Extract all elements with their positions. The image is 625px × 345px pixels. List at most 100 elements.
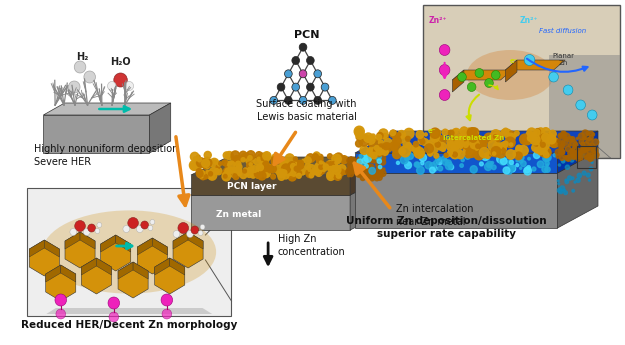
Polygon shape <box>155 258 170 275</box>
Circle shape <box>463 142 468 147</box>
Circle shape <box>274 165 282 173</box>
Circle shape <box>311 170 314 174</box>
Circle shape <box>300 170 304 175</box>
Circle shape <box>204 175 208 179</box>
Circle shape <box>285 154 294 163</box>
Polygon shape <box>46 308 212 314</box>
Circle shape <box>580 153 584 157</box>
Circle shape <box>209 172 212 176</box>
Circle shape <box>519 167 522 169</box>
Circle shape <box>581 148 586 153</box>
Circle shape <box>123 226 130 233</box>
Circle shape <box>237 169 242 175</box>
Circle shape <box>278 173 285 180</box>
Circle shape <box>55 294 66 306</box>
Circle shape <box>407 153 414 159</box>
Polygon shape <box>138 238 152 255</box>
Circle shape <box>503 128 509 135</box>
Circle shape <box>489 134 496 140</box>
Circle shape <box>194 157 197 160</box>
Circle shape <box>527 166 531 169</box>
Circle shape <box>271 159 278 165</box>
Circle shape <box>542 166 548 172</box>
Circle shape <box>328 167 332 171</box>
Polygon shape <box>118 262 148 298</box>
Circle shape <box>452 128 461 138</box>
Circle shape <box>494 143 504 153</box>
Circle shape <box>577 173 581 178</box>
Circle shape <box>587 147 590 150</box>
Circle shape <box>509 160 514 165</box>
Circle shape <box>257 154 266 163</box>
Circle shape <box>245 153 249 157</box>
Circle shape <box>376 166 382 172</box>
Circle shape <box>414 162 419 167</box>
Circle shape <box>507 160 512 166</box>
Polygon shape <box>44 240 59 257</box>
Circle shape <box>545 161 549 166</box>
Circle shape <box>461 134 471 143</box>
Circle shape <box>366 158 369 161</box>
Circle shape <box>584 137 586 139</box>
Circle shape <box>225 168 232 175</box>
Circle shape <box>405 156 409 161</box>
Circle shape <box>514 131 519 136</box>
Circle shape <box>369 156 375 161</box>
Circle shape <box>431 133 439 142</box>
Circle shape <box>256 164 264 172</box>
Circle shape <box>354 166 359 172</box>
Circle shape <box>393 137 401 145</box>
Polygon shape <box>46 265 76 301</box>
Circle shape <box>449 152 453 156</box>
Circle shape <box>396 161 399 165</box>
Circle shape <box>351 171 354 174</box>
Circle shape <box>571 151 578 158</box>
Polygon shape <box>80 232 95 249</box>
Circle shape <box>324 162 331 169</box>
Circle shape <box>357 170 361 174</box>
Circle shape <box>70 228 77 236</box>
Circle shape <box>284 96 292 105</box>
Circle shape <box>439 65 450 76</box>
Circle shape <box>581 150 588 157</box>
Circle shape <box>463 145 473 155</box>
Polygon shape <box>81 258 96 275</box>
Circle shape <box>378 167 381 170</box>
Circle shape <box>559 150 564 155</box>
Circle shape <box>354 126 364 137</box>
Circle shape <box>336 174 341 178</box>
Polygon shape <box>350 157 387 195</box>
Circle shape <box>334 153 343 162</box>
Circle shape <box>407 163 409 166</box>
Circle shape <box>293 162 297 166</box>
Circle shape <box>229 161 232 164</box>
Circle shape <box>545 167 550 172</box>
Circle shape <box>493 135 497 138</box>
Circle shape <box>439 45 450 56</box>
Circle shape <box>570 151 575 156</box>
Circle shape <box>246 151 255 160</box>
Circle shape <box>484 133 494 143</box>
Circle shape <box>517 150 521 154</box>
Circle shape <box>516 145 522 151</box>
Circle shape <box>435 142 441 147</box>
Circle shape <box>531 135 537 141</box>
Circle shape <box>429 162 436 169</box>
Circle shape <box>222 172 231 181</box>
Circle shape <box>576 100 586 110</box>
Circle shape <box>334 175 338 178</box>
Text: H₂O: H₂O <box>110 57 131 67</box>
Circle shape <box>361 161 364 164</box>
Circle shape <box>191 152 199 161</box>
Circle shape <box>332 173 338 179</box>
Circle shape <box>582 136 586 140</box>
Circle shape <box>206 170 209 174</box>
Circle shape <box>469 144 476 152</box>
Circle shape <box>196 155 200 159</box>
Circle shape <box>441 147 445 151</box>
Circle shape <box>202 160 211 169</box>
Circle shape <box>148 226 153 230</box>
Circle shape <box>509 143 512 146</box>
Circle shape <box>332 161 335 165</box>
Circle shape <box>260 153 265 158</box>
